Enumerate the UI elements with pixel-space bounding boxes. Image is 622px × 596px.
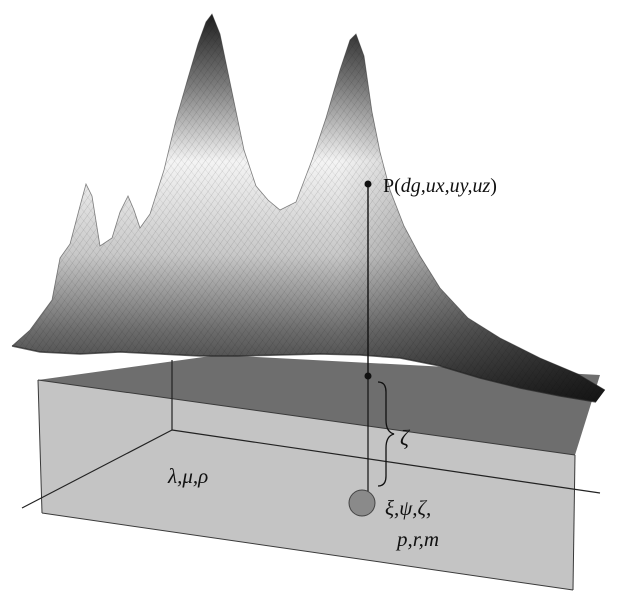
depth-brace (377, 381, 395, 487)
depth-label: ζ (400, 425, 411, 450)
box-top-face (38, 355, 600, 455)
surface-mesh (11, 13, 606, 403)
axis-depth (21, 429, 173, 509)
box-edge-front-top (37, 379, 576, 456)
source-params-line2: p,r,m (395, 527, 439, 551)
box-edge-right (572, 454, 576, 591)
box-edge-bottom (41, 512, 574, 591)
source-sphere (348, 489, 376, 517)
box-edge-left (37, 379, 43, 514)
observation-point-marker (364, 180, 372, 188)
source-params-line1: ξ,ψ,ζ, (385, 496, 431, 520)
box-front-face (38, 380, 575, 590)
medium-params-label: λ,μ,ρ (167, 464, 208, 488)
observation-point-label: P(dg,ux,uy,uz) (383, 175, 497, 197)
